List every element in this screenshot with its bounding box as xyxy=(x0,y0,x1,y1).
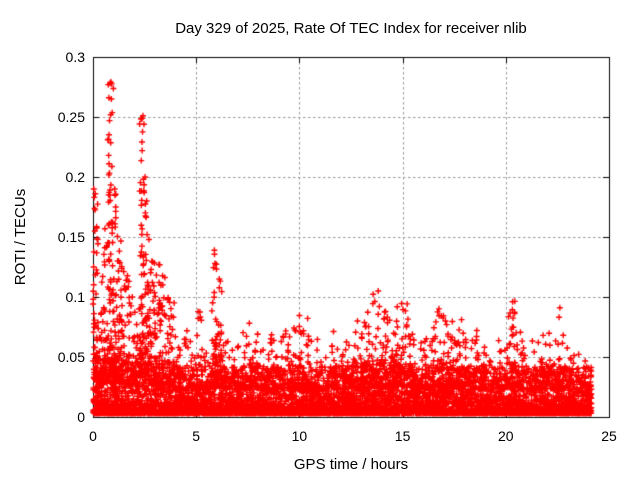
y-tick-label: 0.05 xyxy=(57,349,85,365)
y-tick-label: 0.2 xyxy=(65,169,85,185)
chart-title: Day 329 of 2025, Rate Of TEC Index for r… xyxy=(175,20,527,37)
x-tick-label: 20 xyxy=(498,428,514,444)
x-tick-label: 5 xyxy=(192,428,201,444)
x-tick-label: 10 xyxy=(291,428,308,444)
y-tick-label: 0.1 xyxy=(65,289,85,305)
x-tick-label: 0 xyxy=(89,428,97,444)
y-tick-label: 0.15 xyxy=(57,229,85,245)
x-axis-label: GPS time / hours xyxy=(293,456,409,473)
y-tick-label: 0 xyxy=(77,409,85,425)
x-tick-label: 25 xyxy=(601,428,617,444)
y-tick-label: 0.3 xyxy=(65,49,85,65)
y-tick-label: 0.25 xyxy=(57,109,85,125)
x-tick-label: 15 xyxy=(394,428,411,444)
